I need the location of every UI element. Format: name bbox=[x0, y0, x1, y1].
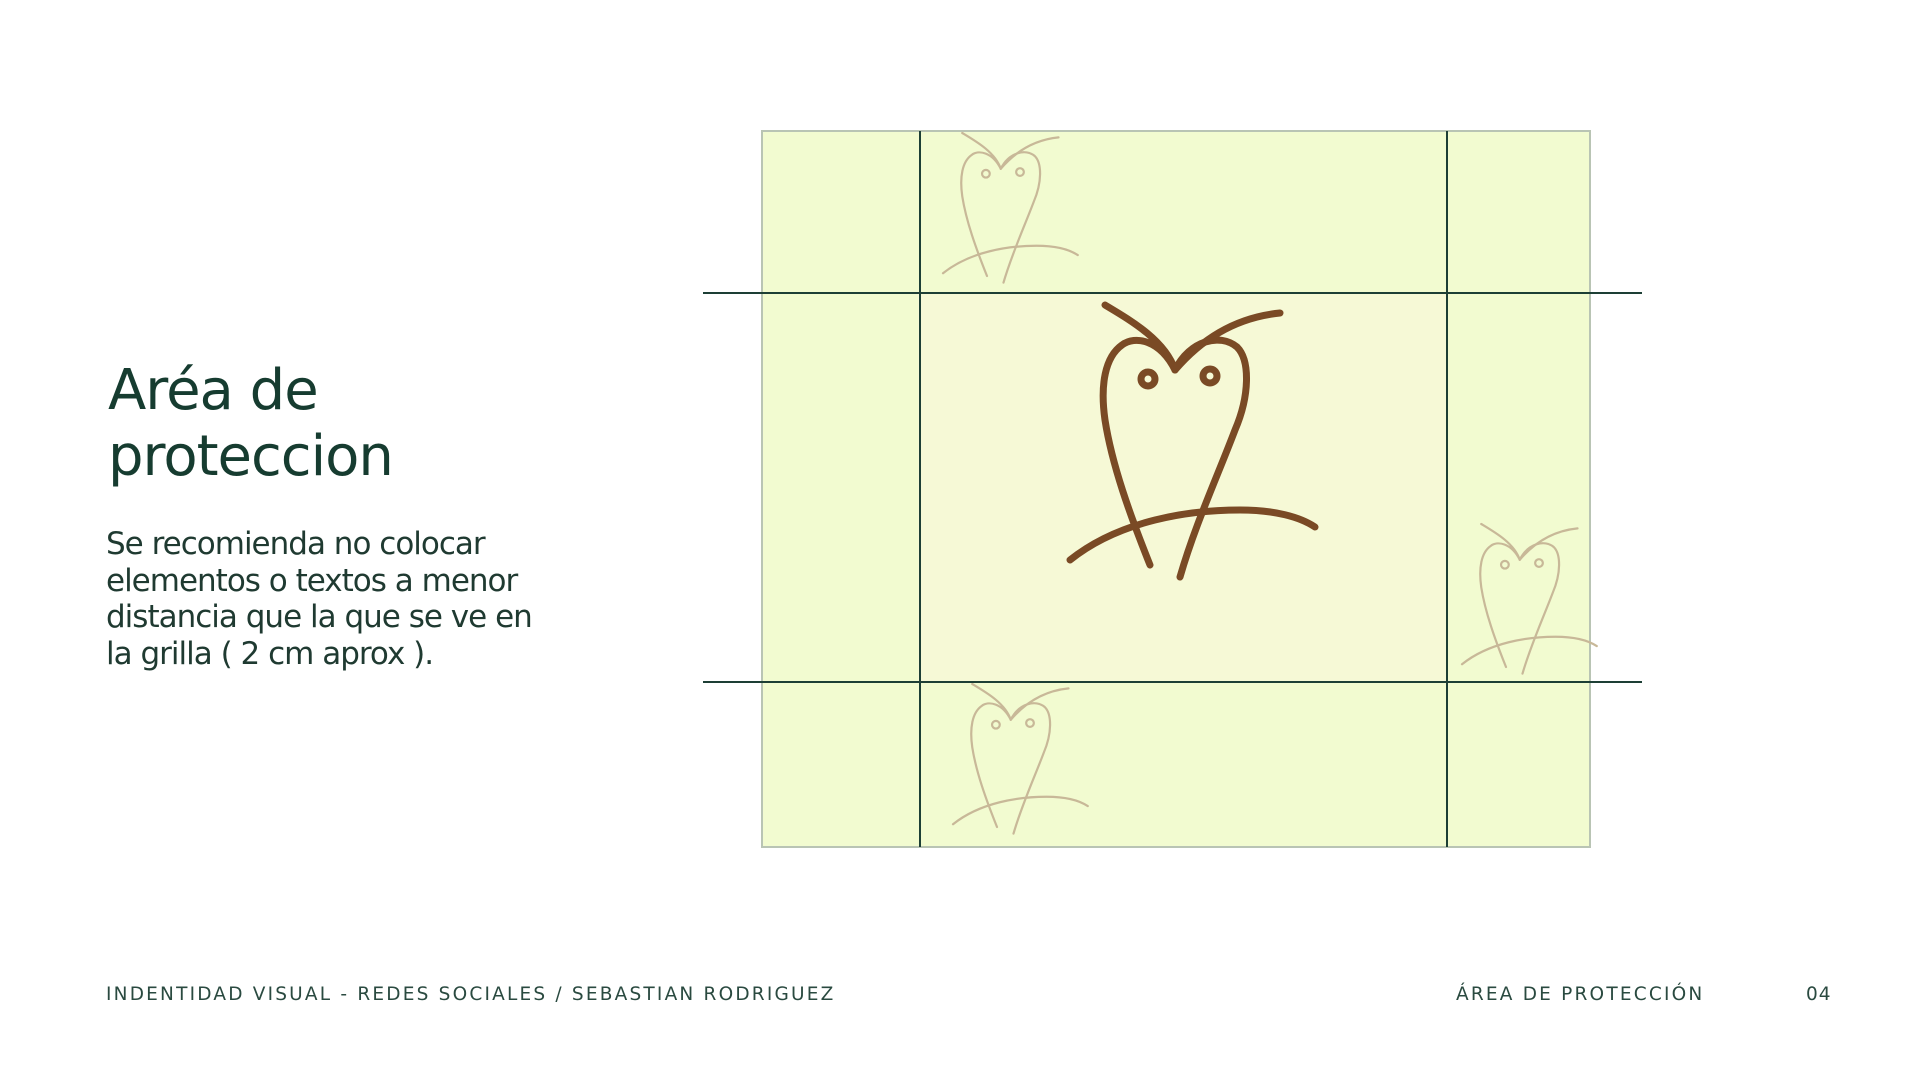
footer-credit: INDENTIDAD VISUAL - REDES SOCIALES / SEB… bbox=[106, 984, 836, 1005]
page-number: 04 bbox=[1806, 984, 1832, 1005]
description-text: Se recomienda no colocar elementos o tex… bbox=[106, 526, 533, 672]
page-title-line-2: proteccion bbox=[108, 424, 394, 489]
footer-section-title: ÁREA DE PROTECCIÓN bbox=[1456, 984, 1705, 1005]
page-title-line-1: Aréa de bbox=[108, 358, 319, 423]
page-title: Aréa de proteccion bbox=[108, 358, 394, 490]
safe-zone bbox=[918, 293, 1446, 682]
grid-lines bbox=[703, 131, 1642, 847]
